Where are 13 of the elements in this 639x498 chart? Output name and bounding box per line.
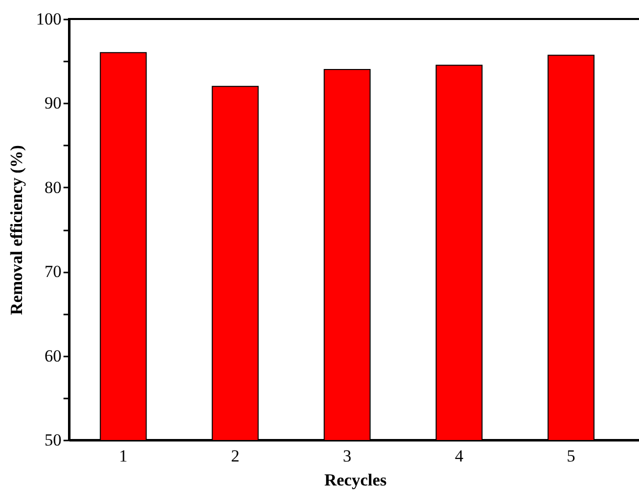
x-tick-label: 5 <box>566 446 576 466</box>
y-tick-label: 100 <box>36 10 62 28</box>
y-tick-label: 80 <box>44 178 62 197</box>
x-axis-title: Recycles <box>324 470 388 490</box>
y-tick-label: 60 <box>44 346 62 366</box>
x-tick-label: 4 <box>454 446 464 466</box>
y-tick-label: 90 <box>44 94 62 113</box>
x-tick-label: 3 <box>342 446 352 466</box>
x-tick-label: 2 <box>230 446 240 466</box>
x-tick-label: 1 <box>119 446 128 466</box>
y-tick-label: 50 <box>44 430 62 450</box>
y-axis-title: Removal efficiency (%) <box>7 145 26 315</box>
y-tick-label: 70 <box>44 262 62 282</box>
